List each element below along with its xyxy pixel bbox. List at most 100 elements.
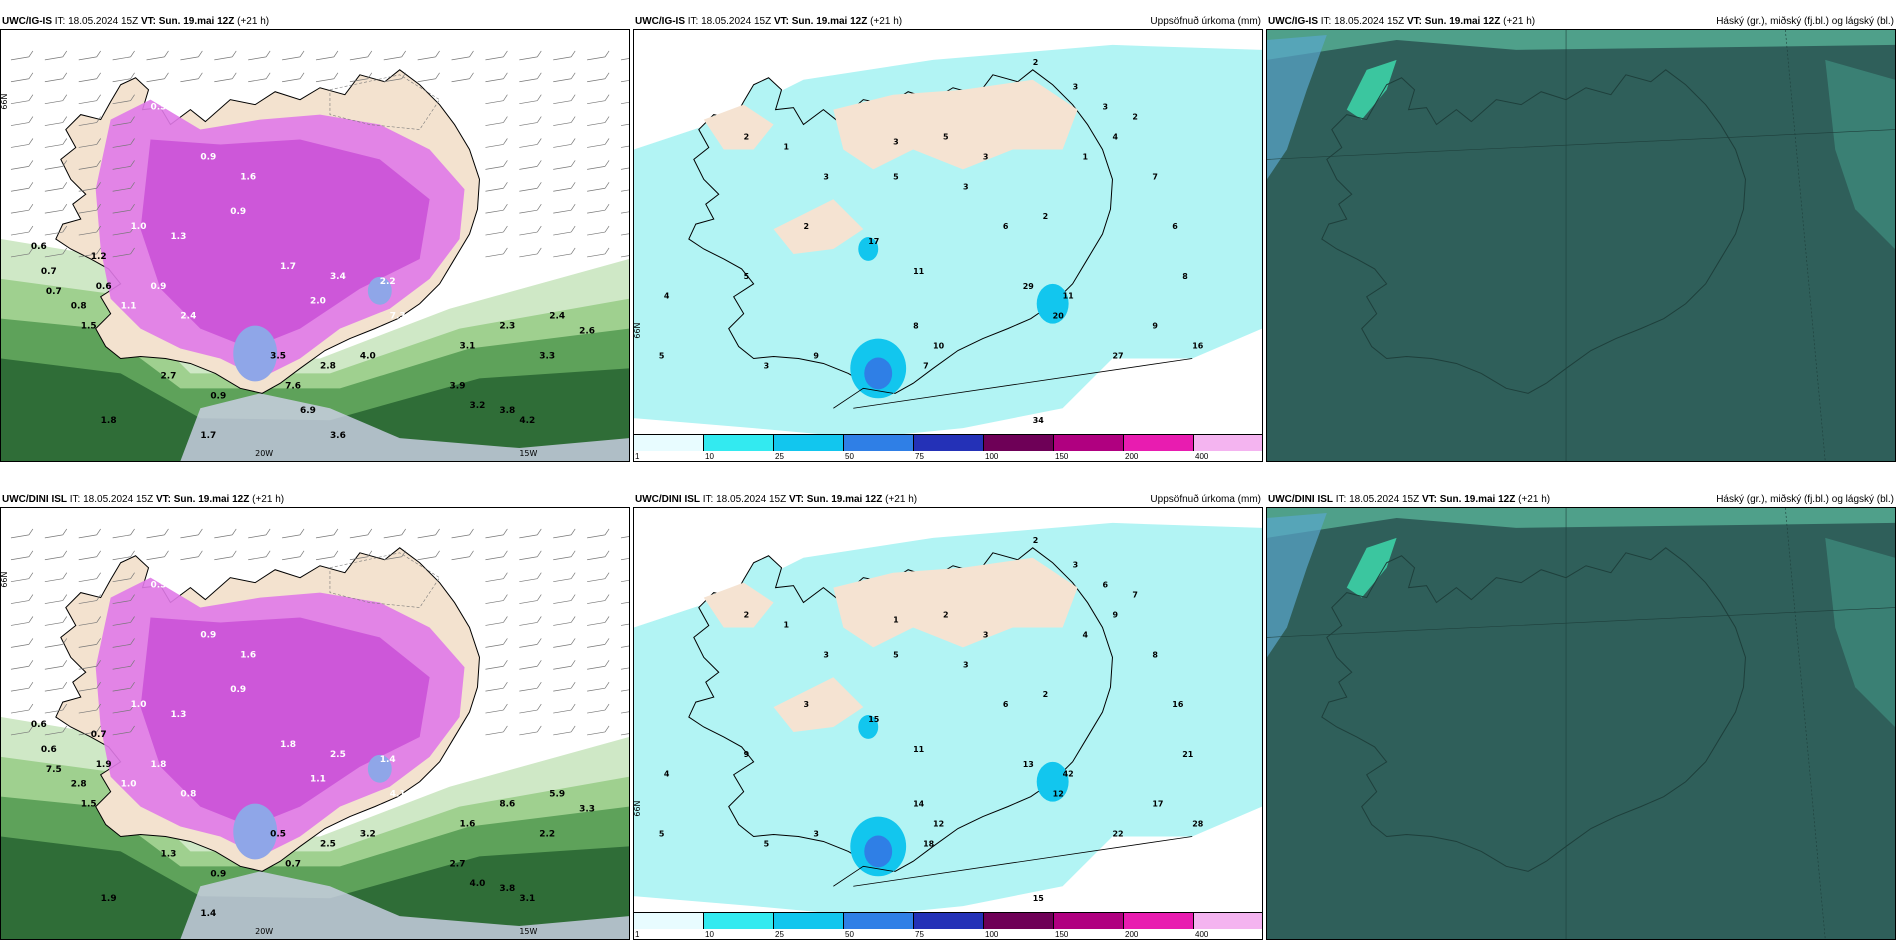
precip-value: 2.5 — [330, 750, 346, 760]
precip-value: 0.5 — [270, 829, 286, 839]
precip-value: 0.9 — [230, 207, 246, 217]
accum-value: 22 — [1112, 829, 1123, 838]
precip-value: 1.1 — [310, 775, 326, 785]
colorbar-tick: 200 — [1125, 930, 1139, 939]
precip-value: 2.8 — [320, 361, 336, 371]
map-canvas: 66N2345213536211151418121312422822151817… — [633, 507, 1263, 940]
colorbar-segment — [634, 913, 704, 929]
panel-header: UWC/DINI ISL IT: 18.05.2024 15Z VT: Sun.… — [1268, 492, 1550, 507]
accum-value: 21 — [1182, 750, 1193, 759]
colorbar-tick: 50 — [845, 452, 854, 461]
accum-value: 1 — [784, 620, 790, 629]
init-time: IT: 18.05.2024 15Z — [1335, 494, 1420, 505]
precip-value: 2.7 — [160, 371, 176, 381]
colorbar-segment — [1054, 913, 1124, 929]
precip-value: 1.6 — [240, 172, 256, 182]
accum-value: 1 — [1083, 152, 1089, 161]
precip-value: 3.2 — [470, 401, 486, 411]
map-svg: 66N2345213536211151418121312422822151817… — [634, 508, 1262, 939]
init-time: IT: 18.05.2024 15Z — [1320, 16, 1405, 27]
accum-value: 3 — [813, 829, 819, 838]
lon-label: 15W — [519, 449, 537, 458]
accum-value: 2 — [744, 610, 750, 619]
precip-value: 1.8 — [101, 416, 117, 426]
accum-value: 8 — [913, 322, 919, 331]
accum-value: 6 — [1003, 222, 1009, 231]
colorbar-segment — [984, 435, 1054, 451]
lat-label: 66N — [634, 322, 642, 338]
valid-label: VT: — [155, 494, 171, 505]
accum-value: 3 — [893, 137, 899, 146]
colorbar-segment — [1194, 435, 1262, 451]
map-canvas: 66N2345213536211178710292011162734249867… — [633, 29, 1263, 462]
colorbar-tick: 150 — [1055, 452, 1069, 461]
precip-value: 2.8 — [71, 780, 87, 790]
precip-colorbar: 1 10 25 50 75 100 150 200 400 — [634, 912, 1262, 939]
precip-value: 7.3 — [390, 312, 406, 322]
field-title: Uppsöfnuð úrkoma (mm) — [1150, 16, 1261, 27]
map-canvas — [1266, 29, 1896, 462]
precip-value: 0.7 — [46, 287, 62, 297]
precip-value: 4.0 — [360, 351, 376, 361]
accum-value: 9 — [1112, 610, 1118, 619]
colorbar-tick: 1 — [635, 452, 640, 461]
map-panel-p5: UWC/DINI ISL IT: 18.05.2024 15Z VT: Sun.… — [633, 492, 1263, 940]
colorbar-tick: 100 — [985, 930, 999, 939]
precip-value: 0.6 — [31, 242, 47, 252]
lead-time: (+21 h) — [237, 16, 270, 27]
precip-value: 1.2 — [91, 252, 107, 262]
valid-label: VT: — [1421, 494, 1437, 505]
precip-value: 1.9 — [96, 760, 112, 770]
colorbar-segment — [634, 435, 704, 451]
precip-value: 0.7 — [91, 730, 107, 740]
colorbar-tick: 100 — [985, 452, 999, 461]
colorbar-segment — [1124, 913, 1194, 929]
lat-label: 66N — [1, 572, 9, 588]
accum-value: 3 — [823, 650, 829, 659]
valid-time: Sun. 19.mai 12Z — [173, 494, 250, 505]
precip-value: 2.4 — [180, 312, 196, 322]
accum-value: 5 — [659, 351, 665, 360]
valid-time: Sun. 19.mai 12Z — [1424, 16, 1501, 27]
panel-header: UWC/DINI ISL IT: 18.05.2024 15Z VT: Sun.… — [635, 492, 917, 507]
precip-value: 0.9 — [210, 391, 226, 401]
accum-value: 2 — [744, 132, 750, 141]
lat-label: 66N — [1, 94, 9, 110]
accum-value: 10 — [933, 342, 945, 351]
precip-value: 2.7 — [450, 859, 466, 869]
panel-header: UWC/IG-IS IT: 18.05.2024 15Z VT: Sun. 19… — [1268, 14, 1535, 29]
colorbar-segment — [1054, 435, 1124, 451]
accum-value: 4 — [1112, 132, 1118, 141]
accum-value: 7 — [923, 361, 929, 370]
precip-value: 1.8 — [280, 740, 296, 750]
accum-value: 5 — [744, 272, 750, 281]
colorbar-segment — [984, 913, 1054, 929]
precip-value: 0.9 — [200, 152, 216, 162]
precip-value: 1.6 — [240, 650, 256, 660]
precip-value: 2.0 — [310, 297, 326, 307]
precip-value: 0.6 — [41, 745, 57, 755]
map-svg — [1267, 508, 1895, 939]
map-svg — [1267, 30, 1895, 461]
colorbar-segment — [844, 913, 914, 929]
precip-value: 0.7 — [41, 267, 57, 277]
field-title: Háský (gr.), miðský (fj.bl.) og lágský (… — [1716, 494, 1894, 505]
colorbar-segment — [704, 435, 774, 451]
accum-value: 9 — [1152, 322, 1158, 331]
accum-value: 12 — [933, 820, 944, 829]
valid-time: Sun. 19.mai 12Z — [158, 16, 235, 27]
colorbar-tick: 400 — [1195, 930, 1209, 939]
accum-value: 3 — [1073, 561, 1079, 570]
panel-header: UWC/IG-IS IT: 18.05.2024 15Z VT: Sun. 19… — [635, 14, 902, 29]
map-canvas — [1266, 507, 1896, 940]
accum-value: 3 — [1073, 83, 1079, 92]
valid-time: Sun. 19.mai 12Z — [791, 16, 868, 27]
map-panel-p4: UWC/DINI ISL IT: 18.05.2024 15Z VT: Sun.… — [0, 492, 630, 940]
lon-label: 20W — [255, 927, 273, 936]
colorbar-tick: 25 — [775, 452, 784, 461]
lead-time: (+21 h) — [885, 494, 918, 505]
precip-value: 3.3 — [579, 805, 595, 815]
valid-time: Sun. 19.mai 12Z — [806, 494, 883, 505]
valid-label: VT: — [788, 494, 804, 505]
precip-value: 1.0 — [121, 780, 137, 790]
